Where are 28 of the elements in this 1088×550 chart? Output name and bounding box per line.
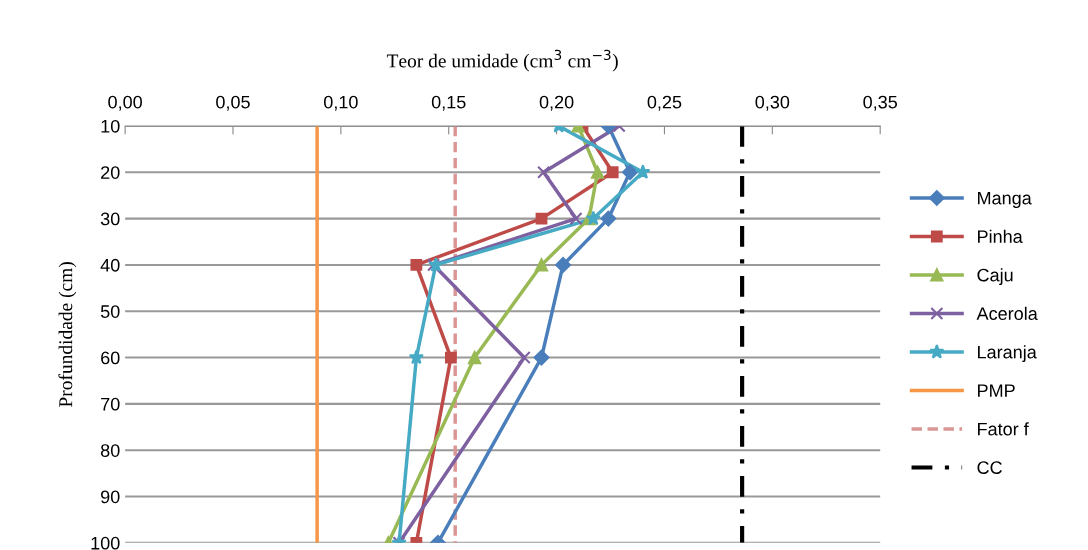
y-tick-label: 10 xyxy=(101,119,120,133)
legend-label: Fator f xyxy=(978,422,1029,436)
x-axis-title: Teor de umidade (cm$^{3}$ cm$^{−3}$) xyxy=(386,49,618,72)
y-tick-label: 30 xyxy=(100,212,120,226)
legend-label: Laranja xyxy=(978,345,1037,363)
x-tick-label: 0,30 xyxy=(755,95,790,111)
y-tick-label: 50 xyxy=(100,305,120,318)
y-tick-label: 70 xyxy=(101,397,120,411)
legend-label: Caju xyxy=(977,268,1013,286)
x-tick-label: 0,15 xyxy=(431,95,466,111)
legend-label: Manga xyxy=(978,191,1032,209)
y-tick-label: 60 xyxy=(101,351,120,365)
y-tick-label: 20 xyxy=(101,166,120,179)
x-tick-label: 0,35 xyxy=(863,95,898,111)
y-axis-title: Profundidade (cm) xyxy=(58,262,77,407)
y-tick-label: 80 xyxy=(100,444,120,457)
x-tick-label: 0,00 xyxy=(108,95,142,111)
legend-label: Pinha xyxy=(978,229,1023,243)
y-tick-label: 90 xyxy=(101,490,120,504)
x-tick-label: 0,25 xyxy=(647,95,682,111)
x-tick-label: 0,10 xyxy=(323,95,358,111)
y-tick-label: 40 xyxy=(100,258,120,272)
legend-label: PMP xyxy=(978,384,1015,397)
x-tick-label: 0,05 xyxy=(216,95,250,111)
y-tick-label: 100 xyxy=(91,536,120,550)
legend-label: CC xyxy=(977,461,1002,474)
x-tick-label: 0,20 xyxy=(539,95,574,111)
legend-label: Acerola xyxy=(976,306,1038,320)
